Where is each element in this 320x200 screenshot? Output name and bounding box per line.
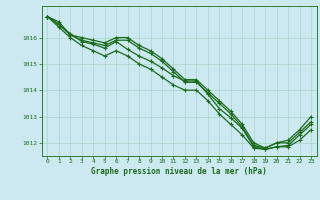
X-axis label: Graphe pression niveau de la mer (hPa): Graphe pression niveau de la mer (hPa) [91, 167, 267, 176]
